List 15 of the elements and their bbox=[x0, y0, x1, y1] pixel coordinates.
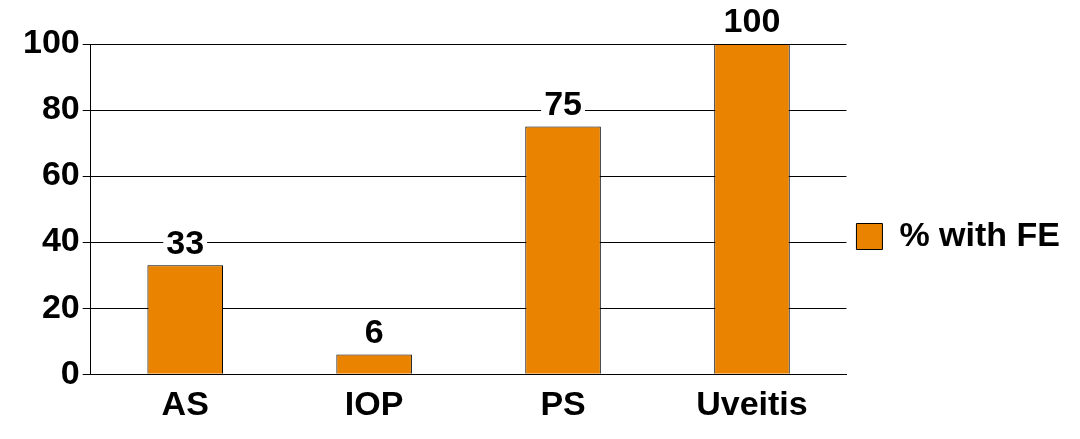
x-tick-label: Uveitis bbox=[696, 383, 808, 422]
y-tick-label: 40 bbox=[41, 220, 80, 259]
data-label: 33 bbox=[166, 222, 205, 261]
x-tick-label: IOP bbox=[344, 383, 404, 422]
y-tick-label: 80 bbox=[41, 88, 80, 127]
y-tick-label: 60 bbox=[41, 154, 80, 193]
x-tick-label: AS bbox=[161, 383, 209, 422]
x-tick-label: PS bbox=[540, 383, 586, 422]
legend-label: % with FE bbox=[899, 214, 1061, 253]
y-tick-label: 20 bbox=[41, 286, 80, 325]
y-tick-label: 0 bbox=[60, 352, 80, 391]
y-tick-label: 100 bbox=[22, 22, 80, 61]
data-label: 6 bbox=[364, 311, 384, 350]
data-label: 75 bbox=[544, 83, 582, 122]
data-label: 100 bbox=[723, 1, 781, 40]
